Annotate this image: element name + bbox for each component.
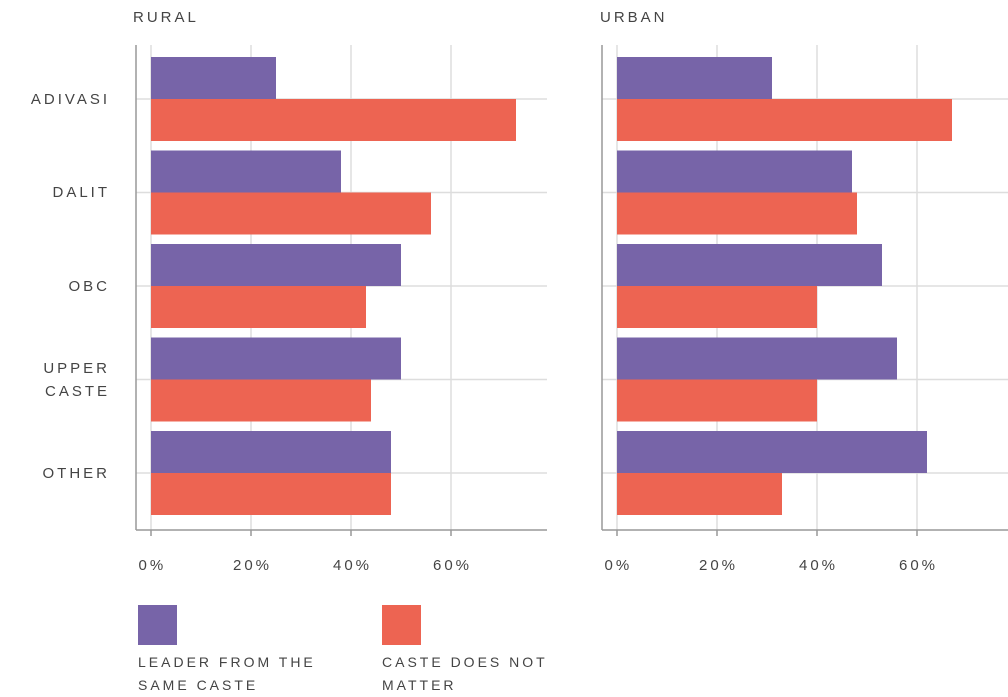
bar [617, 150, 852, 193]
bar [617, 244, 882, 286]
bar [151, 379, 371, 422]
category-label: DALIT [52, 184, 110, 201]
category-label: ADIVASI [30, 90, 110, 108]
bar [151, 150, 341, 193]
bar [617, 473, 782, 515]
x-tick-label: 20% [699, 557, 739, 574]
bar [151, 244, 401, 286]
legend-label: LEADER FROM THE SAME CASTE [138, 654, 316, 693]
panel-title: RURAL [133, 9, 199, 26]
panel-title: URBAN [600, 9, 668, 26]
legend-swatch [138, 605, 177, 645]
category-label: OTHER [42, 464, 110, 482]
x-tick-label: 0% [138, 557, 167, 574]
x-tick-label: 20% [233, 557, 273, 574]
bar [151, 473, 391, 515]
bar [617, 379, 817, 422]
bar [151, 337, 401, 380]
bar [151, 99, 516, 141]
bar [151, 431, 391, 473]
x-tick-label: 60% [899, 557, 939, 574]
bar [151, 286, 366, 328]
bar [617, 192, 857, 235]
bar [617, 431, 927, 473]
bar [617, 337, 897, 380]
category-label: OBC [68, 277, 110, 295]
x-tick-label: 0% [604, 557, 633, 574]
x-tick-label: 40% [799, 557, 839, 574]
category-label: UPPER CASTE [43, 359, 110, 400]
legend-swatch [382, 605, 421, 645]
bar [151, 57, 276, 99]
legend-label: CASTE DOES NOT MATTER [382, 654, 548, 693]
bar [617, 57, 772, 99]
bar [617, 99, 952, 141]
bar [617, 286, 817, 328]
x-tick-label: 40% [333, 557, 373, 574]
x-tick-label: 60% [433, 557, 473, 574]
bar [151, 192, 431, 235]
